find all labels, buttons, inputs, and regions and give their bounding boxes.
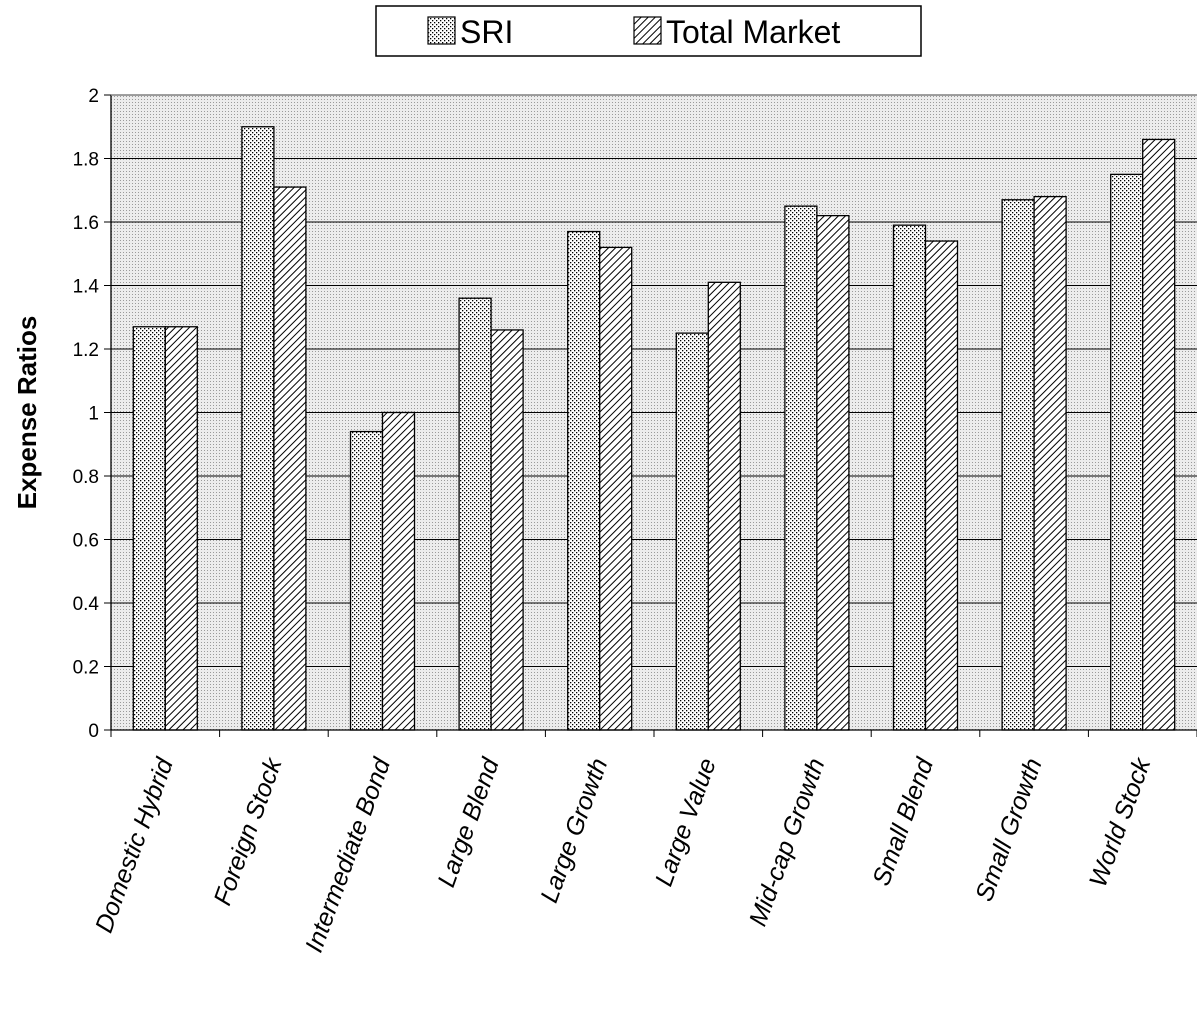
x-tick-label: Foreign Stock bbox=[208, 753, 288, 909]
x-tick-label: Large Value bbox=[650, 754, 722, 889]
y-tick-label: 0 bbox=[88, 721, 99, 742]
bar-total-market-small-growth bbox=[1033, 195, 1067, 731]
bar-sri-foreign-stock bbox=[241, 126, 275, 731]
legend-swatch-sri bbox=[427, 16, 456, 45]
x-tick-label: World Stock bbox=[1084, 753, 1157, 891]
x-tick-label: Mid-cap Growth bbox=[744, 754, 831, 929]
x-tick-label: Large Blend bbox=[432, 753, 505, 890]
bar-total-market-large-blend bbox=[490, 329, 524, 731]
bar-total-market-world-stock bbox=[1142, 138, 1176, 731]
bar-total-market-intermediate-bond bbox=[381, 411, 416, 731]
x-tick-label: Small Blend bbox=[867, 753, 939, 889]
legend-swatch-total-market bbox=[633, 16, 662, 45]
x-tick-label: Domestic Hybrid bbox=[90, 753, 179, 936]
y-tick-label: 1.6 bbox=[73, 213, 99, 234]
bar-sri-world-stock bbox=[1110, 173, 1144, 731]
bars bbox=[132, 126, 1176, 731]
bar-sri-large-growth bbox=[567, 230, 601, 731]
y-tick-label: 1.2 bbox=[73, 340, 99, 361]
y-tick-labels: 0 0.2 0.4 0.6 0.8 1 1.2 1.4 1.6 1.8 2 bbox=[73, 86, 100, 742]
bar-total-market-large-value bbox=[707, 281, 741, 731]
bar-total-market-large-growth bbox=[599, 246, 633, 731]
bar-sri-large-blend bbox=[458, 297, 492, 731]
bar-total-market-domestic-hybrid bbox=[164, 326, 198, 731]
bar-sri-mid-cap-growth bbox=[784, 205, 818, 731]
y-tick-label: 1 bbox=[88, 404, 99, 425]
bar-sri-intermediate-bond bbox=[349, 430, 384, 731]
x-tick-label: Intermediate Bond bbox=[300, 753, 397, 956]
axes bbox=[104, 94, 1197, 737]
bar-total-market-small-blend bbox=[924, 240, 959, 731]
bar-sri-small-blend bbox=[892, 224, 927, 731]
y-tick-label: 0.2 bbox=[73, 658, 99, 679]
y-tick-label: 1.4 bbox=[73, 277, 100, 298]
bar-total-market-mid-cap-growth bbox=[816, 214, 850, 731]
y-tick-label: 0.4 bbox=[73, 594, 100, 615]
bar-sri-domestic-hybrid bbox=[132, 326, 166, 731]
y-tick-label: 0.6 bbox=[73, 531, 99, 552]
legend: SRI Total Market bbox=[375, 5, 922, 57]
legend-label-total-market: Total Market bbox=[666, 14, 840, 50]
bar-sri-small-growth bbox=[1001, 199, 1035, 731]
x-tick-label: Small Growth bbox=[970, 754, 1048, 905]
bar-sri-large-value bbox=[675, 332, 709, 731]
legend-label-sri: SRI bbox=[460, 14, 513, 50]
y-axis-label: Expense Ratios bbox=[12, 316, 42, 510]
y-tick-label: 2 bbox=[88, 86, 99, 107]
y-tick-label: 1.8 bbox=[73, 150, 99, 171]
x-tick-label: Large Growth bbox=[535, 754, 613, 906]
bar-total-market-foreign-stock bbox=[273, 186, 307, 731]
y-tick-label: 0.8 bbox=[73, 467, 99, 488]
x-tick-labels: Domestic Hybrid Foreign Stock Intermediate… bbox=[90, 753, 1157, 956]
